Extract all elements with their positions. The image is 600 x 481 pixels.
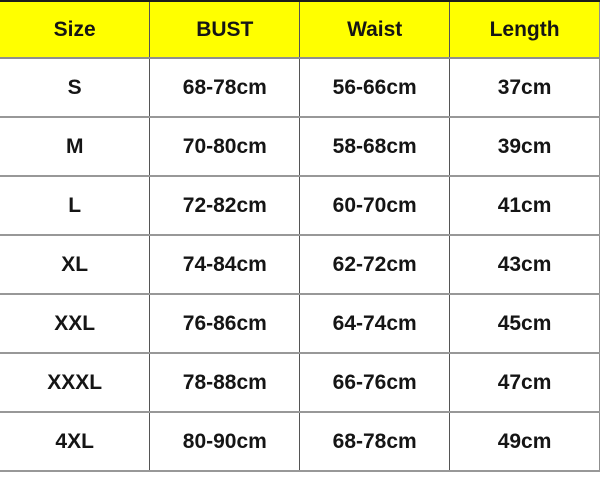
table-row: L 72-82cm 60-70cm 41cm [0, 176, 600, 236]
size-cell: XL [0, 235, 151, 295]
bust-cell: 80-90cm [149, 412, 301, 472]
table-row: XXL 76-86cm 64-74cm 45cm [0, 294, 600, 354]
waist-cell: 66-76cm [299, 353, 451, 413]
bust-cell: 68-78cm [149, 58, 301, 118]
table-row: S 68-78cm 56-66cm 37cm [0, 58, 600, 118]
table-row: XXXL 78-88cm 66-76cm 47cm [0, 353, 600, 413]
size-cell: M [0, 117, 151, 177]
waist-cell: 58-68cm [299, 117, 451, 177]
size-cell: L [0, 176, 151, 236]
header-cell-bust: BUST [149, 1, 301, 59]
length-cell: 37cm [449, 58, 600, 118]
bust-cell: 78-88cm [149, 353, 301, 413]
size-cell: 4XL [0, 412, 151, 472]
bust-cell: 76-86cm [149, 294, 301, 354]
bust-cell: 74-84cm [149, 235, 301, 295]
size-cell: XXXL [0, 353, 151, 413]
waist-cell: 60-70cm [299, 176, 451, 236]
length-cell: 47cm [449, 353, 600, 413]
waist-cell: 56-66cm [299, 58, 451, 118]
size-cell: S [0, 58, 151, 118]
length-cell: 45cm [449, 294, 600, 354]
table-row: M 70-80cm 58-68cm 39cm [0, 117, 600, 177]
length-cell: 43cm [449, 235, 600, 295]
header-cell-size: Size [0, 1, 151, 59]
waist-cell: 68-78cm [299, 412, 451, 472]
bust-cell: 70-80cm [149, 117, 301, 177]
length-cell: 39cm [449, 117, 600, 177]
size-chart-header: Size BUST Waist Length [0, 1, 600, 59]
length-cell: 41cm [449, 176, 600, 236]
waist-cell: 64-74cm [299, 294, 451, 354]
table-row: XL 74-84cm 62-72cm 43cm [0, 235, 600, 295]
header-cell-waist: Waist [299, 1, 451, 59]
header-row: Size BUST Waist Length [0, 1, 600, 59]
size-chart-body: S 68-78cm 56-66cm 37cm M 70-80cm 58-68cm… [0, 58, 600, 472]
header-cell-length: Length [449, 1, 600, 59]
table-row: 4XL 80-90cm 68-78cm 49cm [0, 412, 600, 472]
bust-cell: 72-82cm [149, 176, 301, 236]
waist-cell: 62-72cm [299, 235, 451, 295]
length-cell: 49cm [449, 412, 600, 472]
size-cell: XXL [0, 294, 151, 354]
